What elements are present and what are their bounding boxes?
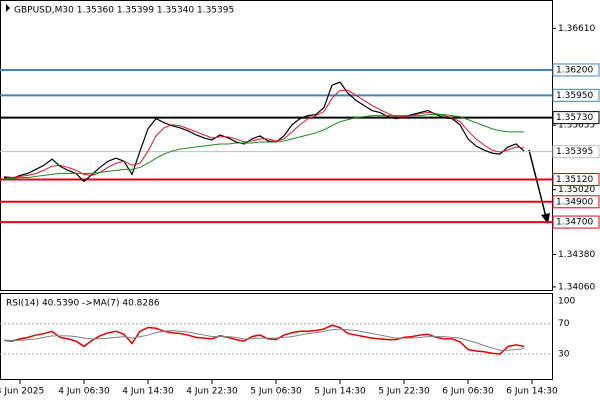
x-tick-label: 4 Jun 14:30 bbox=[122, 387, 174, 397]
y-tick-label: 1.35655 bbox=[558, 121, 595, 131]
chart-title: GBPUSD,M30 1.35360 1.35399 1.35340 1.353… bbox=[14, 6, 234, 16]
x-tick-label: 5 Jun 22:30 bbox=[378, 387, 430, 397]
price-panel bbox=[0, 0, 553, 291]
ma-line bbox=[3, 89, 525, 178]
level-label: 1.35950 bbox=[556, 91, 593, 101]
level-label: 1.34900 bbox=[556, 197, 593, 207]
y-tick-label: 1.36610 bbox=[558, 24, 595, 34]
rsi-line bbox=[3, 324, 525, 355]
ma-line bbox=[4, 114, 524, 179]
level-label: 1.35395 bbox=[556, 147, 593, 157]
rsi-tick-label: 100 bbox=[558, 297, 575, 307]
y-tick-label: 1.34060 bbox=[558, 282, 595, 292]
level-box bbox=[552, 88, 600, 102]
level-box bbox=[552, 145, 600, 159]
rsi-tick-label: 70 bbox=[558, 319, 570, 329]
level-label: 1.35120 bbox=[556, 175, 593, 185]
level-label: 1.36200 bbox=[556, 65, 593, 75]
level-box bbox=[552, 215, 600, 229]
rsi-title: RSI(14) 40.5390 ->MA(7) 40.8286 bbox=[6, 299, 160, 309]
x-tick-label: 4 Jun 22:30 bbox=[186, 387, 238, 397]
rsi-ma-line bbox=[4, 328, 525, 351]
level-box bbox=[552, 195, 600, 209]
rsi-tick-label: 30 bbox=[558, 349, 570, 359]
title-arrow bbox=[6, 4, 10, 12]
x-tick-label: 6 Jun 14:30 bbox=[506, 387, 558, 397]
x-tick-label: 3 Jun 2025 bbox=[0, 387, 44, 397]
x-tick-label: 5 Jun 14:30 bbox=[314, 387, 366, 397]
y-tick-label: 1.34380 bbox=[558, 250, 595, 260]
x-tick-label: 6 Jun 06:30 bbox=[442, 387, 494, 397]
x-tick-label: 4 Jun 06:30 bbox=[58, 387, 110, 397]
x-tick-label: 5 Jun 06:30 bbox=[250, 387, 302, 397]
level-box bbox=[552, 63, 600, 77]
y-tick-label: 1.35020 bbox=[558, 185, 595, 195]
level-box bbox=[552, 111, 600, 125]
level-box bbox=[552, 172, 600, 186]
rsi-panel bbox=[0, 293, 553, 380]
level-label: 1.34700 bbox=[556, 218, 593, 228]
price-line bbox=[3, 81, 525, 183]
level-label: 1.35730 bbox=[556, 113, 593, 123]
forecast-arrow bbox=[528, 149, 547, 218]
